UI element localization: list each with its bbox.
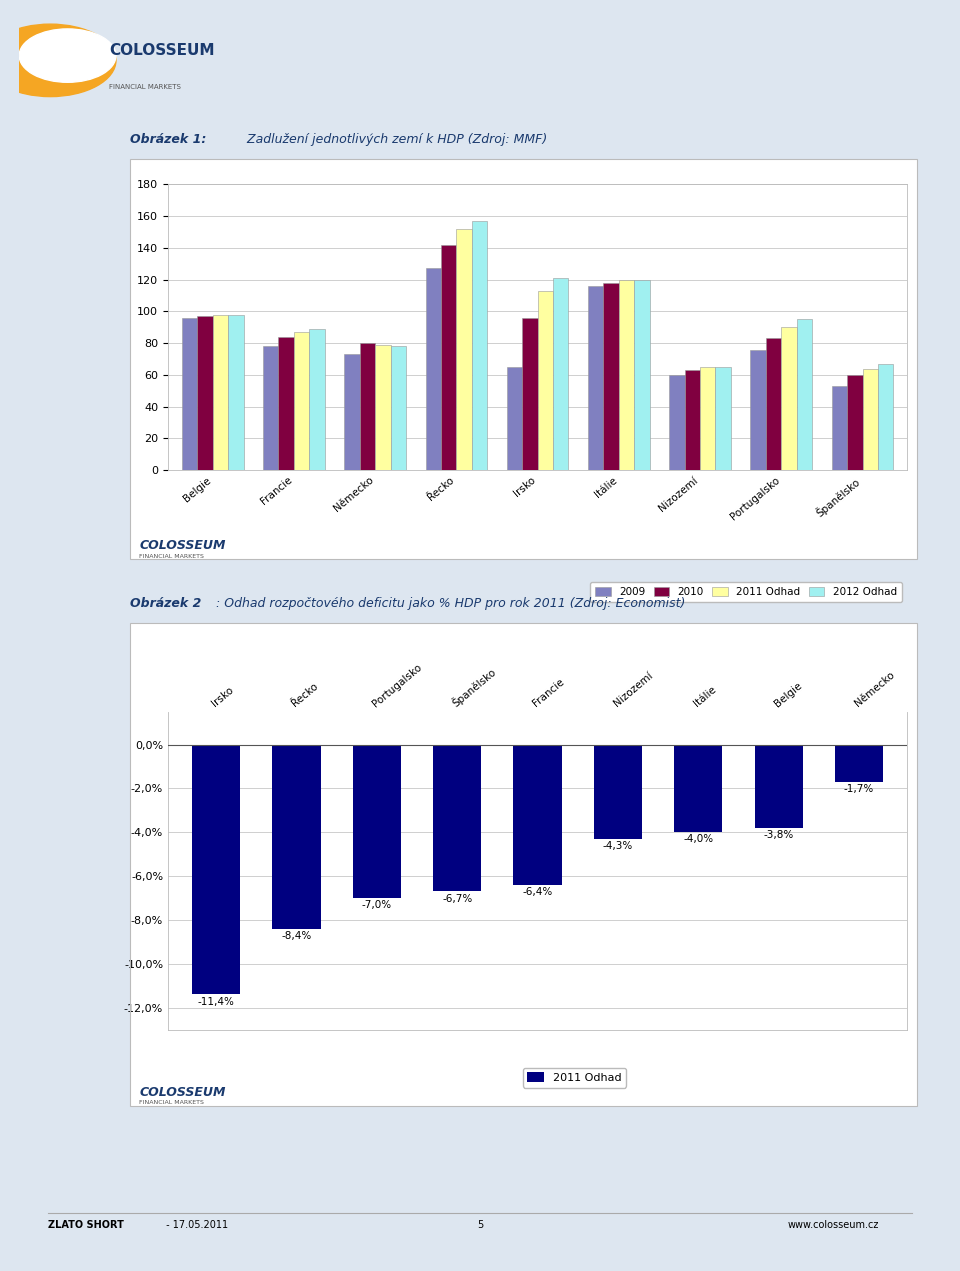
Bar — [674, 745, 722, 833]
Text: Zadlužení jednotlivých zemí k HDP (Zdroj: MMF): Zadlužení jednotlivých zemí k HDP (Zdroj… — [243, 133, 547, 146]
Bar — [507, 367, 522, 470]
Text: -8,4%: -8,4% — [281, 930, 312, 941]
Bar — [751, 350, 766, 470]
Text: -6,4%: -6,4% — [522, 887, 553, 897]
Bar — [700, 367, 715, 470]
Bar — [273, 745, 321, 929]
Bar — [471, 221, 488, 470]
Circle shape — [0, 24, 116, 97]
Text: Obrázek 2: Obrázek 2 — [130, 597, 201, 610]
Bar — [766, 338, 781, 470]
Bar — [278, 337, 294, 470]
Text: COLOSSEUM: COLOSSEUM — [109, 43, 214, 58]
Legend: 2009, 2010, 2011 Odhad, 2012 Odhad: 2009, 2010, 2011 Odhad, 2012 Odhad — [590, 582, 902, 602]
Text: -4,0%: -4,0% — [684, 835, 713, 844]
Text: -11,4%: -11,4% — [198, 996, 234, 1007]
Text: FINANCIAL MARKETS: FINANCIAL MARKETS — [109, 84, 180, 90]
Bar — [862, 369, 878, 470]
Text: -7,0%: -7,0% — [362, 900, 392, 910]
Bar — [181, 318, 197, 470]
Bar — [594, 745, 642, 839]
Bar — [847, 375, 862, 470]
Bar — [353, 745, 401, 899]
Bar — [197, 316, 213, 470]
Bar — [309, 329, 324, 470]
Text: -3,8%: -3,8% — [763, 830, 794, 840]
Bar — [878, 364, 894, 470]
Text: -1,7%: -1,7% — [844, 784, 875, 794]
Text: : Odhad rozpočtového deficitu jako % HDP pro rok 2011 (Zdroj: Economist): : Odhad rozpočtového deficitu jako % HDP… — [216, 597, 685, 610]
Bar — [294, 332, 309, 470]
Text: COLOSSEUM: COLOSSEUM — [139, 539, 226, 552]
Bar — [684, 370, 700, 470]
Bar — [669, 375, 684, 470]
Bar — [192, 745, 240, 994]
Bar — [538, 291, 553, 470]
Bar — [604, 282, 619, 470]
Circle shape — [19, 29, 116, 83]
Text: FINANCIAL MARKETS: FINANCIAL MARKETS — [139, 554, 204, 559]
Bar — [835, 745, 883, 782]
Text: FINANCIAL MARKETS: FINANCIAL MARKETS — [139, 1101, 204, 1106]
Bar — [345, 355, 360, 470]
Bar — [433, 745, 481, 891]
Text: -6,7%: -6,7% — [443, 894, 472, 904]
Text: COLOSSEUM: COLOSSEUM — [139, 1085, 226, 1098]
Bar — [514, 745, 562, 885]
Bar — [441, 244, 456, 470]
Bar — [360, 343, 375, 470]
Text: 5: 5 — [477, 1220, 483, 1230]
Bar — [213, 314, 228, 470]
Bar — [425, 268, 441, 470]
Text: www.colosseum.cz: www.colosseum.cz — [787, 1220, 878, 1230]
Text: ZLATO SHORT: ZLATO SHORT — [48, 1220, 124, 1230]
Bar — [715, 367, 731, 470]
Bar — [797, 319, 812, 470]
Bar — [228, 314, 244, 470]
Text: - 17.05.2011: - 17.05.2011 — [163, 1220, 228, 1230]
Bar — [755, 745, 803, 827]
Legend: 2011 Odhad: 2011 Odhad — [523, 1068, 626, 1088]
Bar — [553, 278, 568, 470]
Bar — [375, 344, 391, 470]
Text: -4,3%: -4,3% — [603, 841, 633, 852]
Text: Obrázek 1:: Obrázek 1: — [130, 133, 206, 146]
Bar — [619, 280, 635, 470]
Bar — [831, 386, 847, 470]
Bar — [522, 318, 538, 470]
Bar — [588, 286, 604, 470]
Bar — [391, 346, 406, 470]
Bar — [263, 346, 278, 470]
Bar — [456, 229, 471, 470]
Bar — [635, 280, 650, 470]
Bar — [781, 327, 797, 470]
